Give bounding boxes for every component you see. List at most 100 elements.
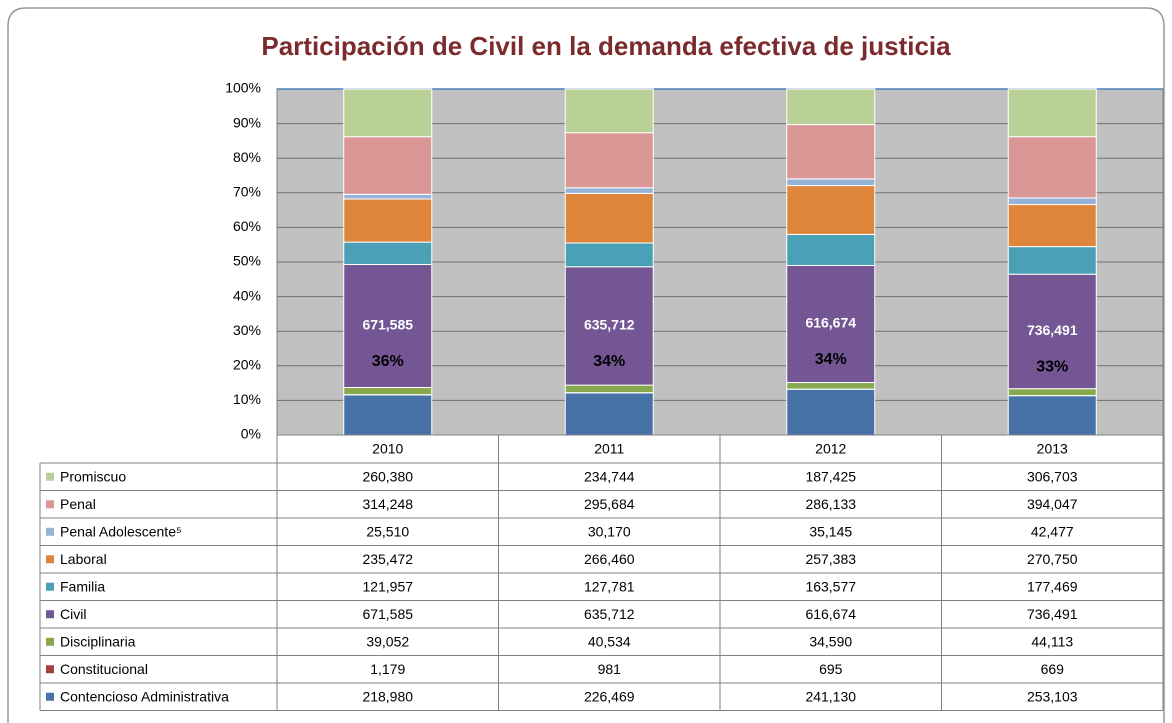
bar-segment <box>343 136 433 195</box>
bar-segment <box>564 132 654 189</box>
table-cell: 394,047 <box>1027 496 1078 512</box>
table-cell: 981 <box>598 661 622 677</box>
table-cell: 35,145 <box>809 523 852 539</box>
legend-swatch <box>46 582 54 591</box>
table-cell: 39,052 <box>366 633 409 649</box>
table-cell: 671,585 <box>362 606 413 622</box>
table-cell: 314,248 <box>362 496 413 512</box>
table-cell: 260,380 <box>362 468 413 484</box>
bar-segment <box>1007 136 1097 199</box>
bar-segment <box>1007 273 1097 390</box>
table-cell: 669 <box>1041 661 1065 677</box>
bar-segment <box>564 242 654 268</box>
table-cell: 736,491 <box>1027 606 1078 622</box>
table-cell: 295,684 <box>584 496 635 512</box>
bar-segment <box>786 382 876 390</box>
bar-segment <box>343 394 433 436</box>
frame <box>7 7 1165 723</box>
legend-swatch <box>46 527 54 536</box>
bar-segment <box>564 192 654 244</box>
table-cell: 187,425 <box>805 468 856 484</box>
bar-segment <box>343 88 433 138</box>
table-cell: 121,957 <box>362 578 413 594</box>
y-tick-label: 30% <box>233 322 261 338</box>
table-cell: 234,744 <box>584 468 635 484</box>
y-tick-label: 100% <box>225 80 261 96</box>
table-cell: 218,980 <box>362 688 413 704</box>
table-cell: 635,712 <box>584 606 635 622</box>
chart-title: Participación de Civil en la demanda efe… <box>261 31 951 61</box>
y-tick-label: 50% <box>233 253 261 269</box>
data-label: 736,491 <box>1027 322 1078 338</box>
table-cell: 1,179 <box>370 661 405 677</box>
table-cell: 695 <box>819 661 843 677</box>
legend-label: Penal <box>60 496 96 512</box>
share-label: 34% <box>815 351 847 368</box>
legend-swatch <box>46 665 54 674</box>
data-label: 635,712 <box>584 317 635 333</box>
y-tick-label: 90% <box>233 114 261 130</box>
legend-label: Promiscuo <box>60 468 126 484</box>
bar-segment <box>1007 388 1097 397</box>
bar-segment <box>1007 204 1097 248</box>
legend-swatch <box>46 500 54 509</box>
data-label: 671,585 <box>362 317 413 333</box>
legend-swatch <box>46 555 54 564</box>
bar-segment <box>786 233 876 266</box>
table-cell: 163,577 <box>805 578 856 594</box>
table-cell: 286,133 <box>805 496 856 512</box>
y-tick-label: 40% <box>233 287 261 303</box>
bar-segment <box>564 384 654 394</box>
x-tick-label: 2010 <box>372 441 403 457</box>
y-tick-label: 20% <box>233 357 261 373</box>
share-label: 34% <box>593 353 625 370</box>
bar-segment <box>343 193 433 200</box>
bar-segment <box>1007 246 1097 275</box>
x-tick-label: 2013 <box>1037 441 1068 457</box>
table-cell: 257,383 <box>805 551 856 567</box>
table-cell: 30,170 <box>588 523 631 539</box>
table-cell: 25,510 <box>366 523 409 539</box>
bar-segment <box>564 88 654 134</box>
legend-label: Civil <box>60 606 86 622</box>
bar-segment <box>786 185 876 235</box>
legend-label: Penal Adolescente⁵ <box>60 523 182 539</box>
table-cell: 34,590 <box>809 633 852 649</box>
bar-segment <box>343 241 433 265</box>
table-cell: 40,534 <box>588 633 631 649</box>
bar-segment <box>786 124 876 180</box>
table-cell: 241,130 <box>805 688 856 704</box>
bar-segment <box>786 178 876 187</box>
share-label: 36% <box>372 353 404 370</box>
bar-segment <box>1007 197 1097 206</box>
table-cell: 306,703 <box>1027 468 1078 484</box>
table-cell: 270,750 <box>1027 551 1078 567</box>
legend-swatch <box>46 472 54 481</box>
legend-label: Familia <box>60 578 105 594</box>
bar-segment <box>786 88 876 126</box>
data-label: 616,674 <box>805 315 856 331</box>
legend-label: Constitucional <box>60 661 148 677</box>
bar-segment <box>343 387 433 396</box>
bar-segment <box>1007 88 1097 138</box>
legend-label: Laboral <box>60 551 107 567</box>
y-tick-label: 60% <box>233 218 261 234</box>
legend-label: Contencioso Administrativa <box>60 688 229 704</box>
x-tick-label: 2012 <box>815 441 846 457</box>
legend-swatch <box>46 692 54 701</box>
bar-segment <box>343 198 433 243</box>
bar-segment <box>786 264 876 384</box>
x-tick-label: 2011 <box>594 441 624 457</box>
bar-segment <box>786 388 876 436</box>
y-tick-label: 10% <box>233 391 261 407</box>
y-tick-label: 80% <box>233 149 261 165</box>
bar-segment <box>564 187 654 194</box>
legend-swatch <box>46 637 54 646</box>
y-tick-label: 70% <box>233 184 261 200</box>
bar-segment <box>564 392 654 436</box>
table-cell: 235,472 <box>362 551 413 567</box>
legend-label: Disciplinaria <box>60 633 136 649</box>
y-tick-label: 0% <box>241 426 261 442</box>
legend-swatch <box>46 610 54 619</box>
